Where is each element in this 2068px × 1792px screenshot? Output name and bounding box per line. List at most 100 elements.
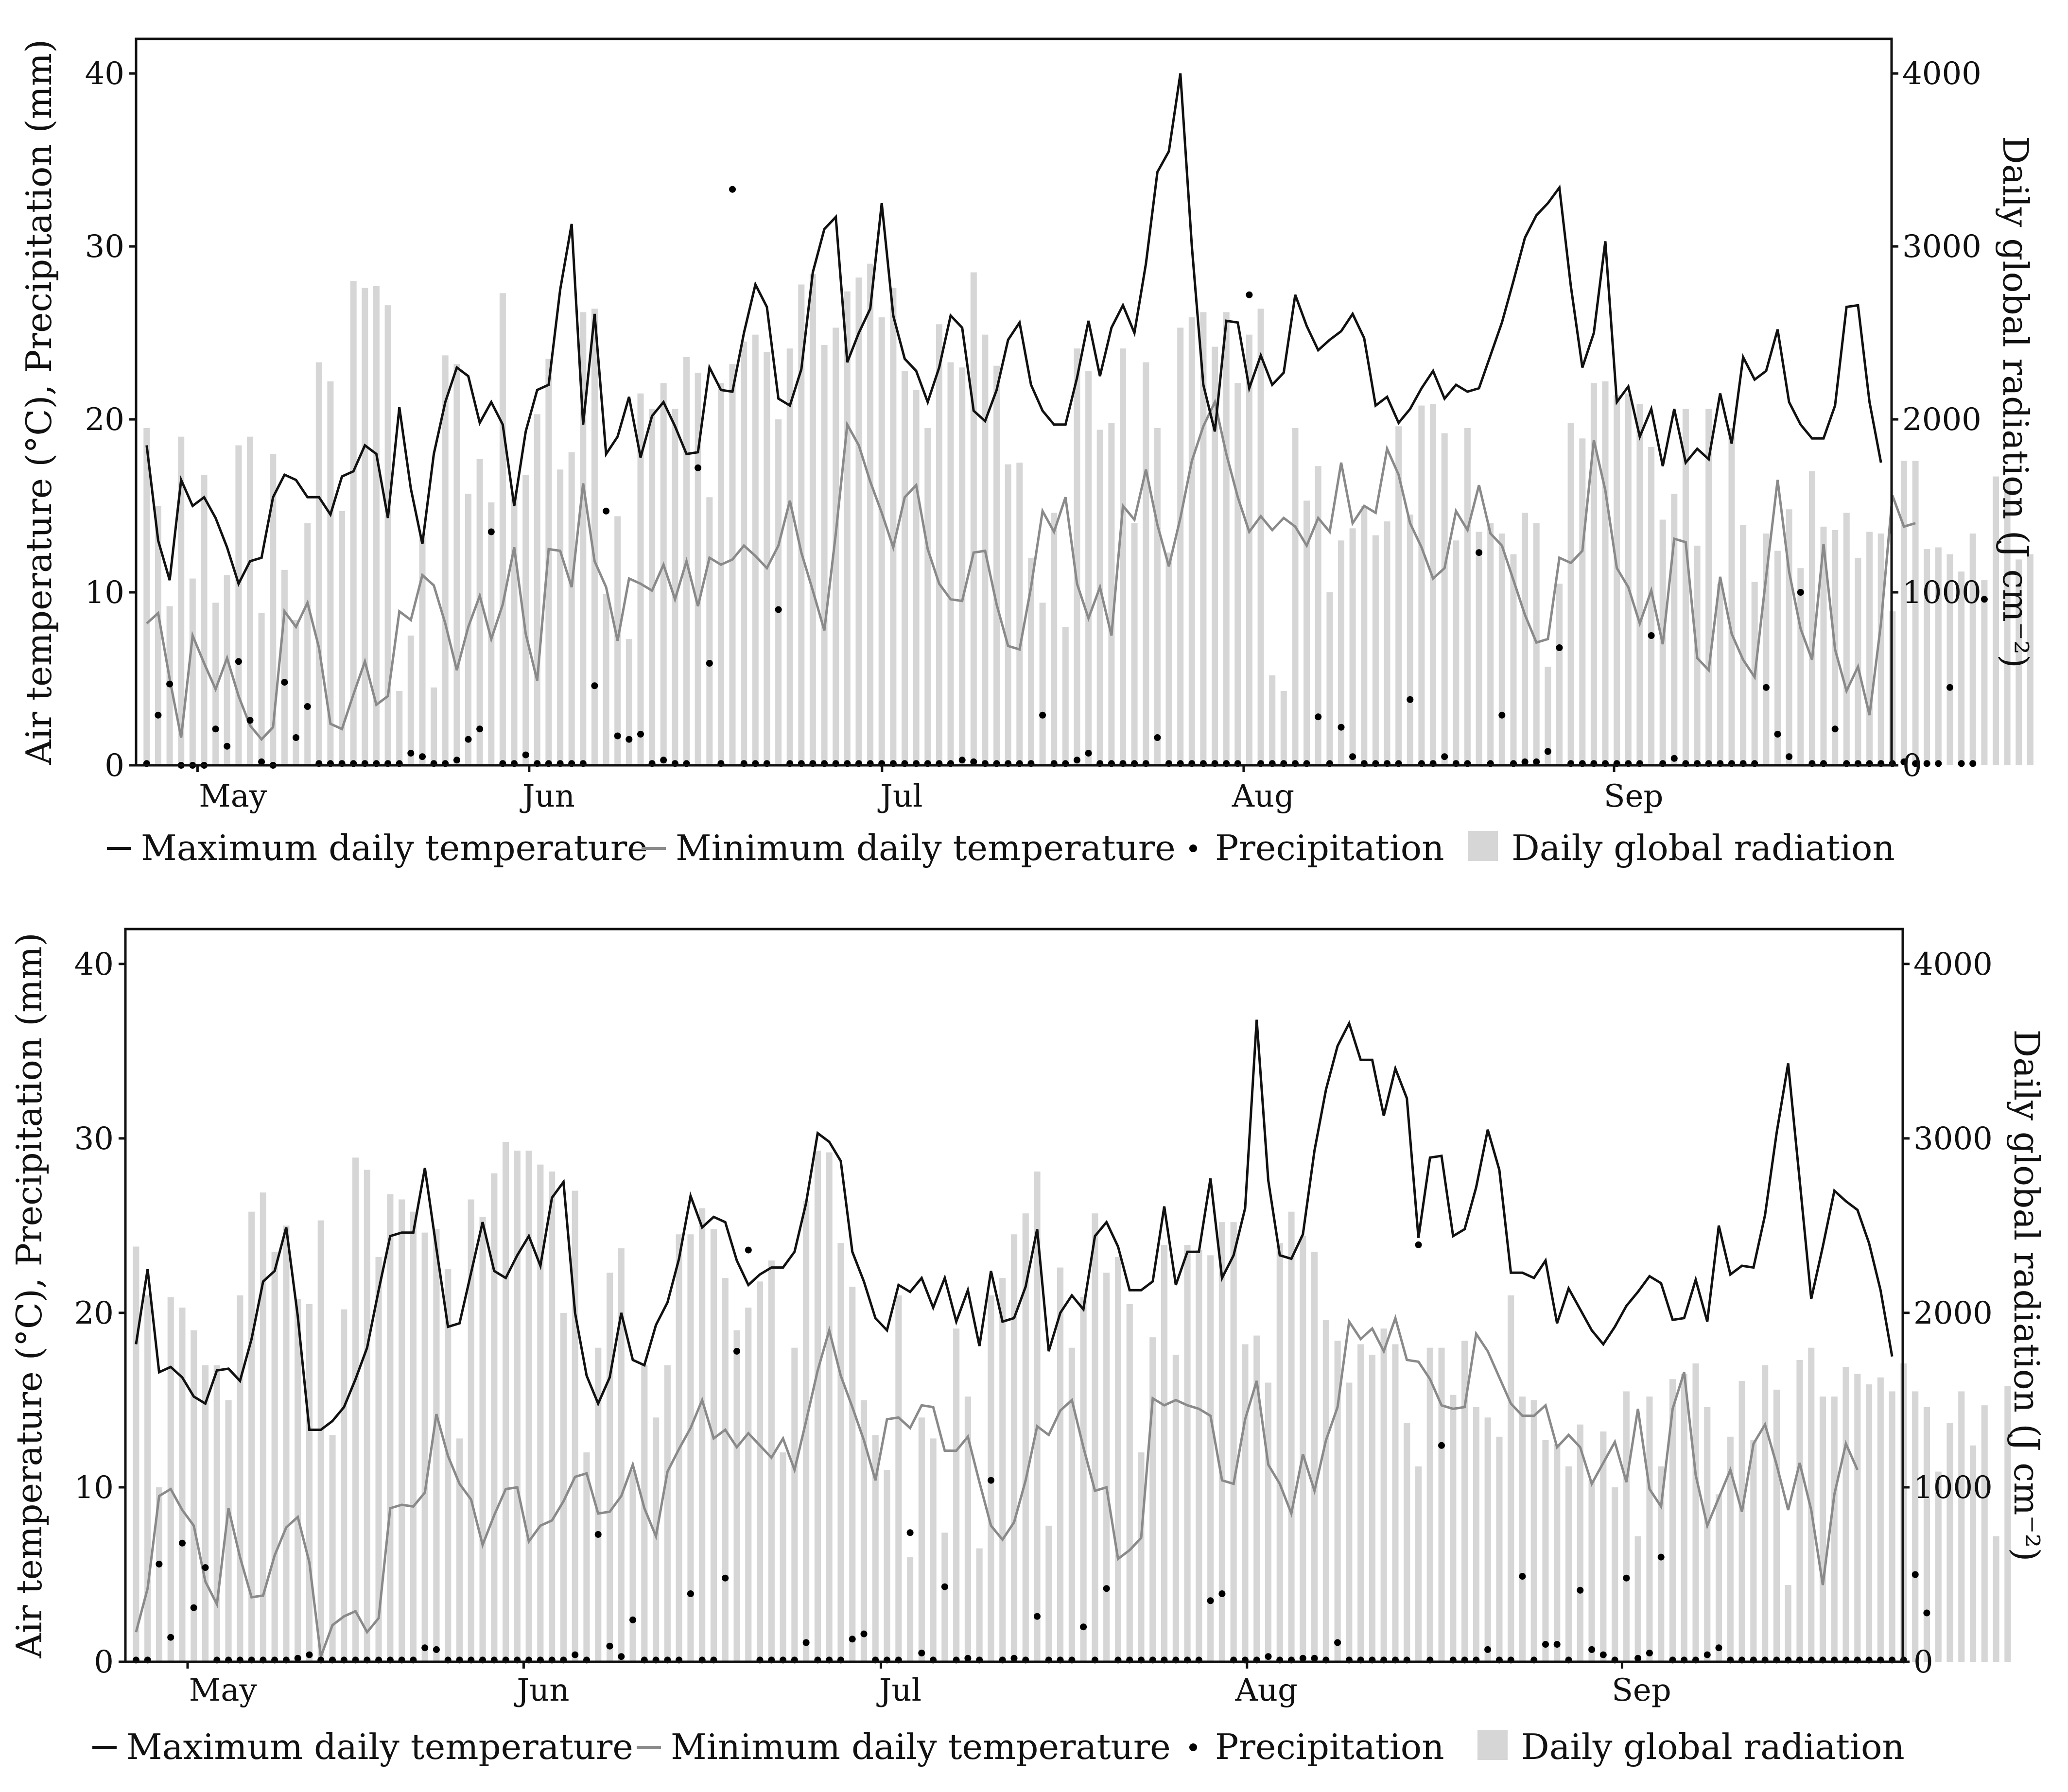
precipitation-point	[637, 730, 644, 738]
radiation-bar	[317, 1220, 324, 1662]
radiation-bar	[1808, 471, 1815, 765]
radiation-bar	[1126, 1304, 1133, 1662]
radiation-bar	[786, 348, 793, 765]
radiation-bar	[1165, 552, 1172, 765]
radiation-bar	[1510, 554, 1517, 765]
radiation-bar	[1487, 523, 1494, 765]
legend-label-precip: Precipitation	[1215, 1726, 1444, 1767]
radiation-bar	[1108, 423, 1115, 765]
radiation-bar	[1946, 1423, 1953, 1662]
radiation-bar	[442, 355, 449, 765]
radiation-bar	[752, 334, 759, 765]
radiation-bar	[641, 1365, 648, 1662]
radiation-bar	[1831, 1396, 1838, 1662]
radiation-bar	[1369, 1355, 1375, 1662]
precipitation-point	[918, 1650, 925, 1656]
radiation-bar	[1005, 464, 1011, 765]
precipitation-point	[614, 732, 621, 740]
radiation-bar	[1441, 433, 1448, 765]
radiation-bar	[1184, 1244, 1191, 1662]
radiation-bar	[884, 1470, 890, 1662]
precipitation-point	[224, 742, 231, 750]
radiation-bar	[1114, 1257, 1121, 1662]
precipitation-point	[1315, 713, 1322, 721]
radiation-bar	[479, 1217, 486, 1662]
bottom-climate-chart: 0 10 20 30 40 0 1000 2000 3000 4000 May Jun Jul Aug Se…	[9, 928, 2047, 1767]
radiation-bars	[143, 263, 2033, 766]
legend-swatch-radiation	[1477, 1730, 1508, 1760]
radiation-bar	[1269, 675, 1276, 765]
y-tick-label: 20	[74, 1295, 114, 1331]
radiation-bar	[775, 419, 782, 765]
precipitation-point	[1946, 684, 1953, 691]
radiation-bar	[687, 1234, 694, 1662]
radiation-bar	[327, 381, 334, 765]
precipitation-point	[626, 736, 633, 743]
radiation-bar	[1418, 405, 1425, 765]
radiation-bar	[2004, 1386, 2011, 1662]
radiation-bar	[224, 575, 230, 765]
radiation-bar	[706, 497, 713, 765]
radiation-bar	[1728, 428, 1735, 765]
radiation-bar	[350, 281, 357, 765]
y2-axis-title: Daily global radiation (J cm⁻²)	[1995, 136, 2036, 668]
radiation-bar	[133, 1246, 139, 1662]
radiation-bar	[1993, 476, 1999, 765]
radiation-bar	[1292, 428, 1299, 765]
precipitation-point	[1958, 760, 1965, 767]
precipitation-point	[860, 1630, 868, 1637]
precipitation-point	[1476, 549, 1483, 556]
x-tick-label: May	[189, 1672, 257, 1708]
radiation-bar	[2027, 554, 2033, 765]
radiation-bar	[399, 1199, 405, 1662]
radiation-bar	[837, 1243, 844, 1662]
precipitation-point	[1103, 1585, 1110, 1592]
precipitation-point	[1034, 1613, 1041, 1620]
radiation-bar	[860, 1400, 867, 1662]
radiation-bar	[1819, 1396, 1826, 1662]
precipitation-point	[733, 1347, 740, 1355]
precipitation-point	[1521, 758, 1529, 765]
precipitation-point	[421, 1644, 429, 1652]
radiation-bar	[1045, 1525, 1052, 1662]
radiation-bar	[607, 1273, 613, 1662]
radiation-bar	[907, 1557, 914, 1662]
precipitation-point	[179, 1539, 186, 1547]
precipitation-point	[1703, 1651, 1711, 1658]
radiation-bar	[1016, 463, 1023, 765]
radiation-bar	[1068, 1347, 1075, 1662]
x-tick-label: Jun	[514, 1672, 569, 1708]
radiation-bar	[1120, 348, 1126, 765]
radiation-bar	[1218, 1222, 1225, 1662]
radiation-bar	[1740, 525, 1747, 765]
precipitation-point	[1623, 1574, 1630, 1582]
radiation-bar	[410, 1211, 417, 1662]
radiation-bar	[1326, 592, 1333, 765]
precipitation-point	[1786, 753, 1793, 760]
radiation-bar	[1762, 1365, 1769, 1662]
radiation-bar	[1508, 1295, 1514, 1662]
radiation-bar	[710, 1229, 717, 1662]
min-temperature-line	[135, 1314, 1859, 1657]
radiation-bar	[964, 1396, 971, 1662]
radiation-bar	[1577, 1424, 1583, 1662]
radiation-bar	[453, 364, 460, 765]
radiation-bar	[1242, 1344, 1249, 1662]
precipitation-point	[775, 606, 782, 613]
radiation-bar	[1671, 494, 1678, 765]
radiation-bar	[1154, 428, 1161, 765]
radiation-bar	[1567, 423, 1574, 765]
radiation-bar	[890, 288, 897, 765]
radiation-bar	[1556, 584, 1563, 766]
radiation-bar	[202, 1365, 209, 1662]
radiation-bar	[431, 687, 437, 765]
radiation-bar	[1588, 1480, 1595, 1662]
radiation-bar	[1315, 466, 1321, 765]
precipitation-point	[695, 464, 702, 471]
precipitation-point	[1923, 1609, 1930, 1617]
plot-frame	[135, 37, 1893, 767]
radiation-bar	[1958, 1391, 1965, 1662]
precipitation-point	[522, 751, 529, 758]
precipitation-point	[687, 1590, 694, 1597]
radiation-bar	[1634, 1536, 1641, 1662]
